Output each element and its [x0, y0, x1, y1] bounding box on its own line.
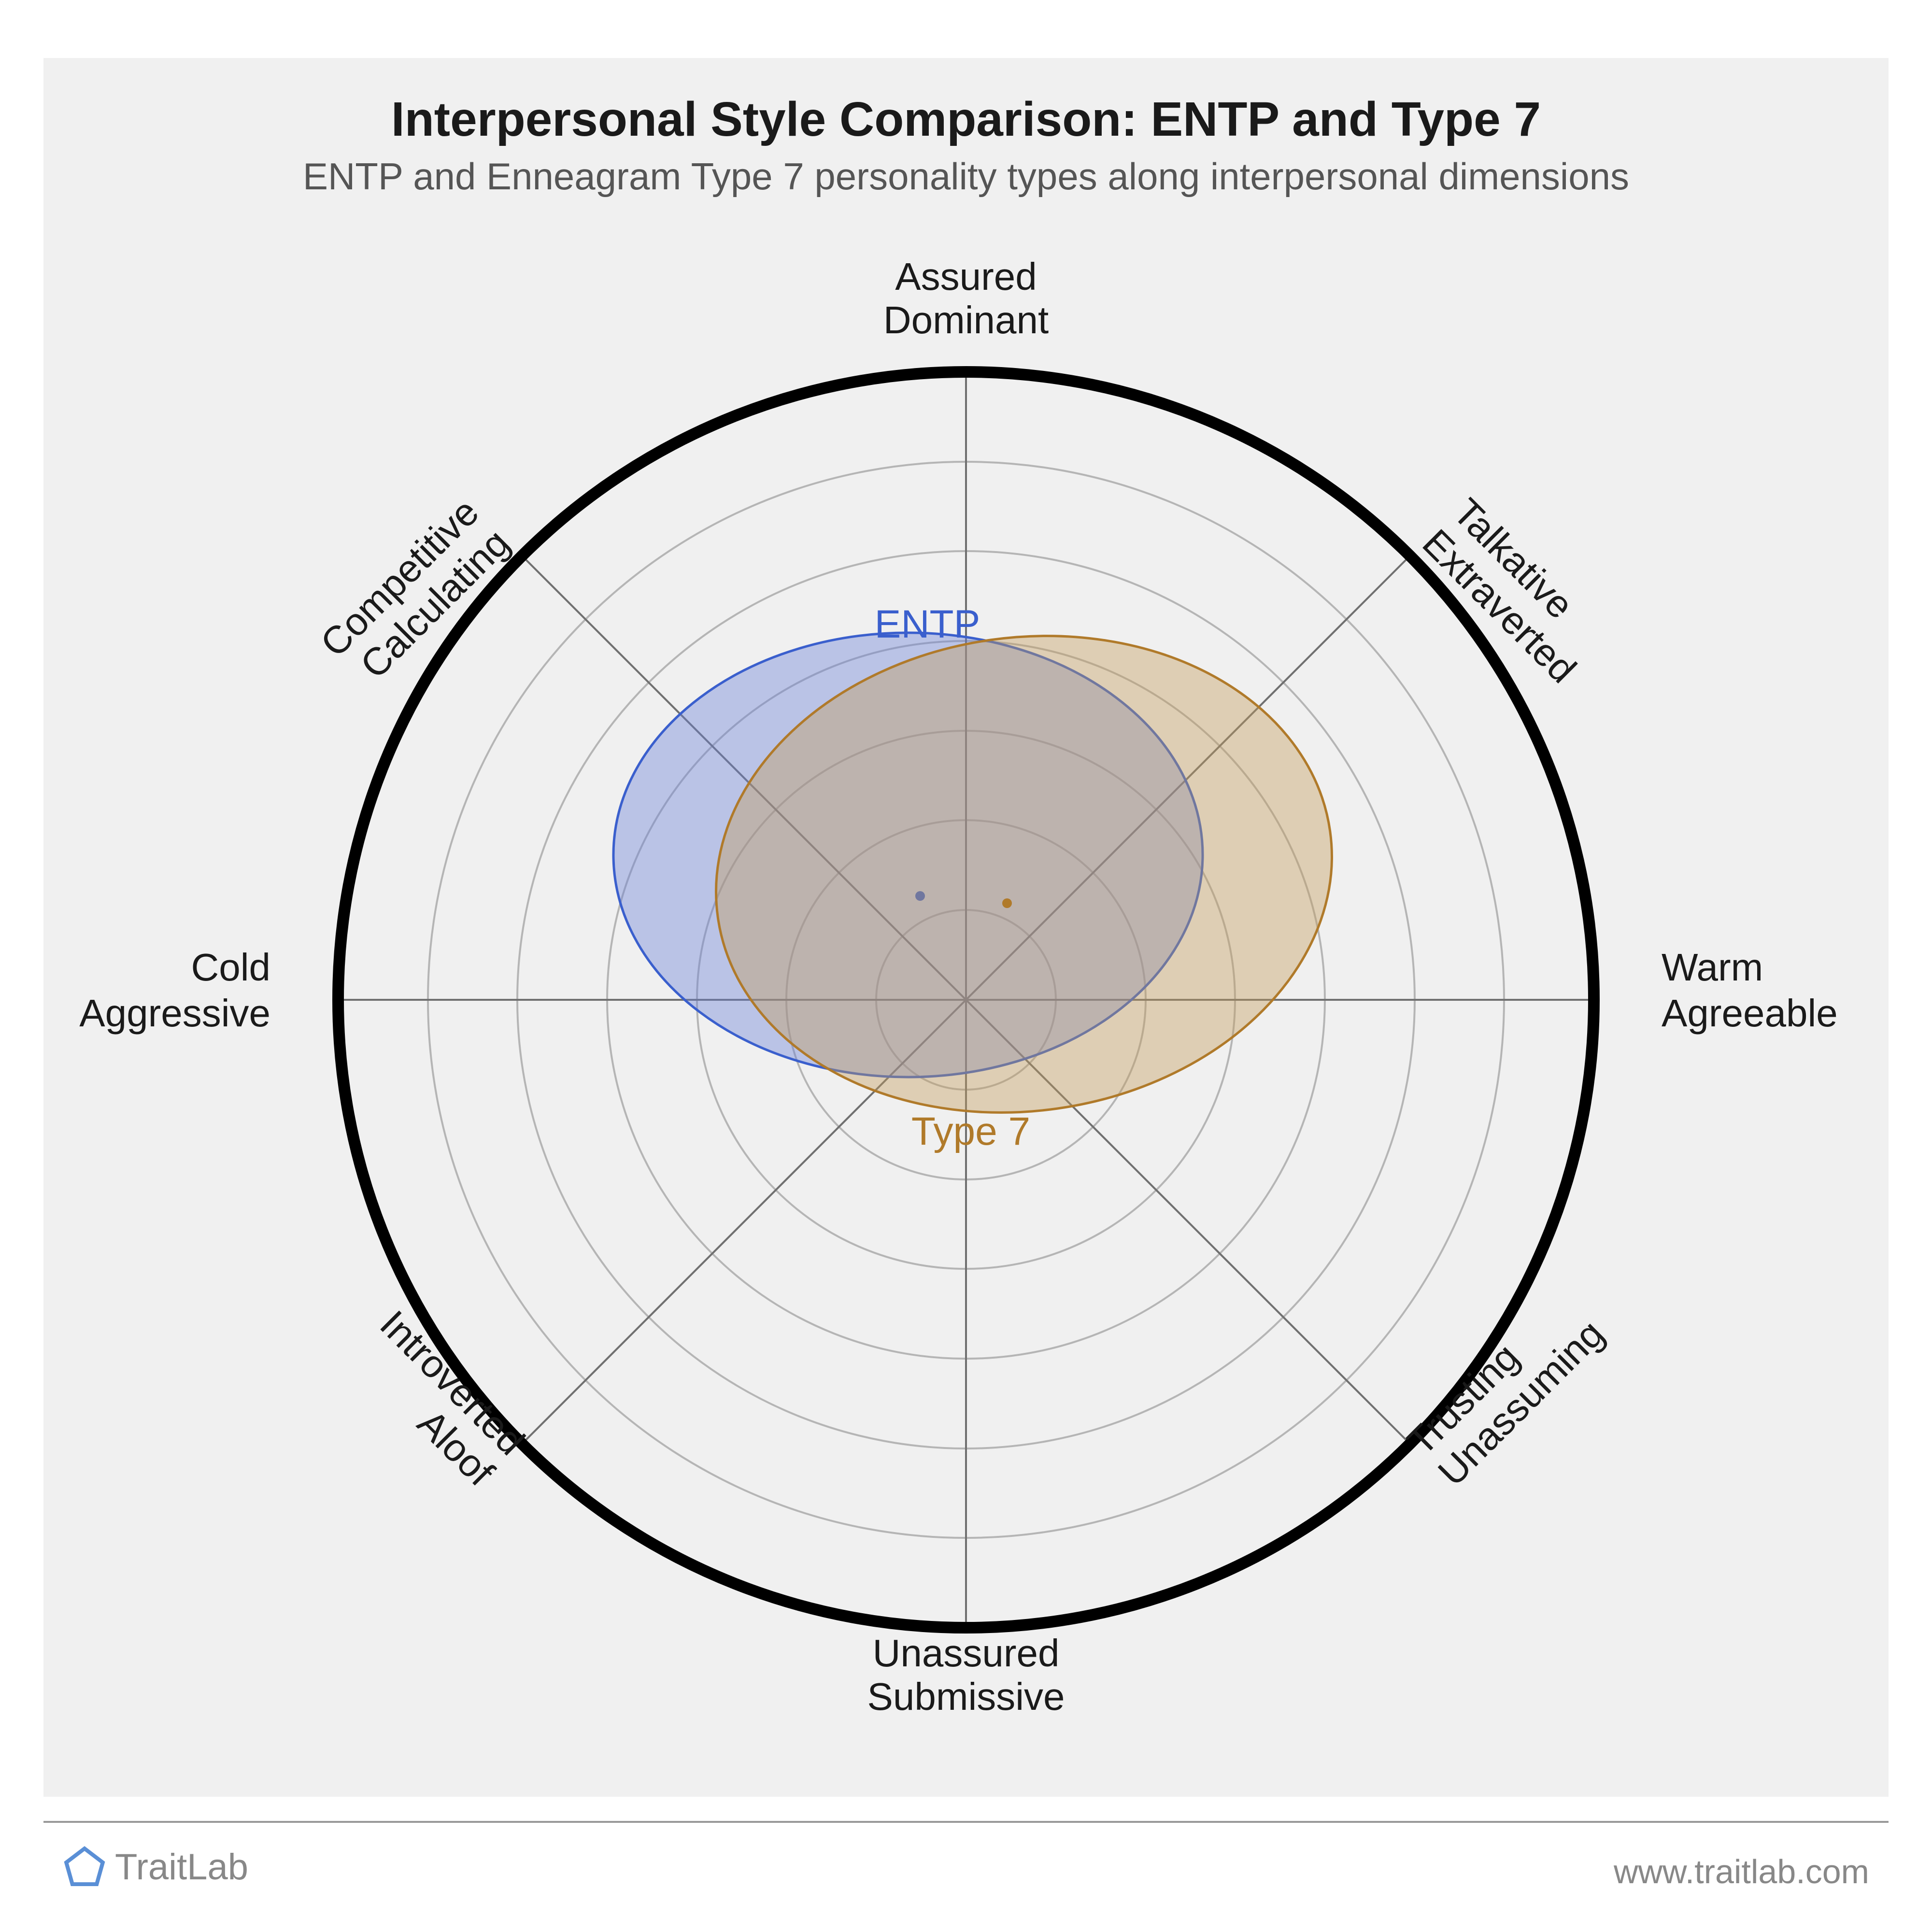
axis-label-inner: Submissive — [867, 1675, 1065, 1718]
axis-label-outer: Assured — [895, 255, 1037, 298]
blob-label-entp: ENTP — [875, 602, 980, 646]
radar-chart: ENTPType 7AssuredDominantTalkativeExtrav… — [0, 0, 1932, 1932]
page: Interpersonal Style Comparison: ENTP and… — [0, 0, 1932, 1932]
footer-url: www.traitlab.com — [1614, 1852, 1869, 1891]
axis-label-inner: Agreeable — [1662, 992, 1838, 1035]
axis-label-group: WarmAgreeable — [1662, 946, 1838, 1035]
axis-label-outer: Cold — [191, 946, 270, 989]
blob-label-type7: Type 7 — [911, 1109, 1030, 1153]
axis-label-inner: Aggressive — [79, 992, 270, 1035]
axis-label-outer: Warm — [1662, 946, 1763, 989]
footer-divider — [43, 1821, 1889, 1823]
axis-label-inner: Dominant — [883, 298, 1049, 341]
axis-label-group: AssuredDominant — [883, 255, 1049, 341]
brand-text: TraitLab — [115, 1846, 248, 1888]
axis-label-group: UnassuredSubmissive — [867, 1632, 1065, 1718]
axis-label-outer: Unassured — [873, 1632, 1060, 1675]
blob-center-type7 — [1002, 898, 1012, 908]
traitlab-logo-icon — [63, 1845, 106, 1889]
axis-label-group: ColdAggressive — [79, 946, 270, 1035]
footer-brand: TraitLab — [63, 1845, 248, 1889]
